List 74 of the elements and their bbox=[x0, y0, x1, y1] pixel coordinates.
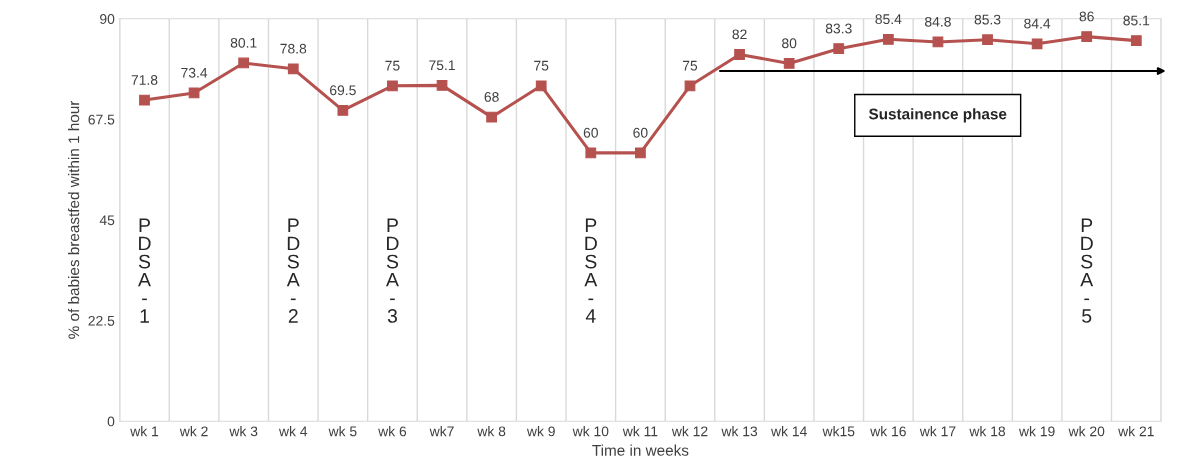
y-tick-label: 22.5 bbox=[88, 315, 115, 326]
x-tick-label: wk 2 bbox=[179, 426, 208, 437]
data-label: 80 bbox=[782, 38, 797, 49]
x-tick-label: wk 11 bbox=[622, 426, 658, 437]
x-tick-label: wk 14 bbox=[771, 426, 807, 437]
point bbox=[882, 33, 894, 45]
data-label: 80.1 bbox=[230, 37, 257, 48]
x-tick-label: wk 19 bbox=[1018, 426, 1055, 437]
point bbox=[1031, 38, 1043, 50]
annotation: Sustainence phase bbox=[868, 108, 1007, 123]
point bbox=[1130, 35, 1142, 47]
data-label: 60 bbox=[583, 127, 598, 138]
x-tick-label: wk 17 bbox=[919, 426, 956, 437]
y-tick-label: 90 bbox=[100, 14, 115, 24]
x-tick-label: wk 3 bbox=[229, 426, 258, 437]
data-label: 68 bbox=[484, 92, 499, 102]
point bbox=[635, 147, 646, 159]
data-label: 75.1 bbox=[429, 60, 455, 71]
data-label: 82 bbox=[732, 29, 747, 40]
x-tick-label: wk7 bbox=[429, 426, 454, 437]
annotation: PDSA-5 bbox=[1080, 218, 1094, 323]
point bbox=[337, 105, 349, 116]
data-label: 60 bbox=[633, 127, 648, 138]
x-tick-label: wk 20 bbox=[1068, 426, 1105, 437]
y-axis-title: % of babies breastfed within 1 hour bbox=[68, 100, 80, 339]
y-tick-label: 67.5 bbox=[88, 114, 115, 125]
data-label: 75 bbox=[682, 60, 698, 71]
data-label: 84.4 bbox=[1024, 18, 1051, 29]
point bbox=[486, 111, 498, 123]
point bbox=[387, 80, 398, 92]
point bbox=[684, 80, 696, 92]
point bbox=[585, 147, 597, 159]
data-label: 78.8 bbox=[280, 43, 307, 54]
data-label: 85.4 bbox=[875, 14, 902, 25]
x-tick-label: wk 10 bbox=[572, 426, 609, 437]
point bbox=[535, 80, 547, 92]
data-label: 85.3 bbox=[974, 14, 1001, 25]
annotation: PDSA-2 bbox=[286, 218, 300, 323]
y-tick-label: 45 bbox=[99, 215, 115, 226]
x-tick-label: wk 18 bbox=[969, 426, 1006, 437]
x-tick-label: wk 16 bbox=[870, 426, 906, 437]
point bbox=[734, 49, 745, 60]
x-tick-label: wk 6 bbox=[378, 426, 407, 437]
data-label: 69.5 bbox=[330, 85, 356, 96]
x-tick-label: wk 12 bbox=[671, 426, 708, 437]
point bbox=[982, 34, 993, 46]
x-axis-title: Time in weeks bbox=[592, 444, 689, 456]
point bbox=[783, 58, 795, 69]
x-tick-label: wk 1 bbox=[130, 426, 159, 437]
point bbox=[238, 57, 250, 69]
x-tick-label: wk15 bbox=[822, 426, 855, 437]
x-tick-label: wk 4 bbox=[278, 426, 308, 437]
x-tick-label: wk 5 bbox=[328, 426, 357, 437]
annotation: PDSA-3 bbox=[386, 218, 399, 323]
data-label: 71.8 bbox=[131, 75, 158, 85]
data-label: 86 bbox=[1079, 11, 1094, 22]
data-label: 84.8 bbox=[925, 16, 951, 27]
point bbox=[1081, 31, 1093, 42]
data-label: 75 bbox=[385, 60, 400, 71]
point bbox=[139, 94, 150, 106]
x-tick-label: wk 8 bbox=[477, 426, 506, 437]
annotation: PDSA-1 bbox=[138, 218, 151, 323]
annotation: PDSA-4 bbox=[584, 218, 598, 323]
data-label: 85.1 bbox=[1123, 15, 1150, 26]
x-tick-label: wk 9 bbox=[526, 426, 555, 437]
data-label: 83.3 bbox=[825, 23, 852, 34]
data-label: 73.4 bbox=[181, 67, 208, 78]
data-label: 75 bbox=[534, 60, 549, 71]
y-tick-label: 0 bbox=[107, 416, 115, 427]
point bbox=[287, 63, 299, 75]
point bbox=[833, 43, 845, 55]
point bbox=[436, 79, 448, 91]
x-tick-label: wk 13 bbox=[721, 426, 758, 437]
x-tick-label: wk 21 bbox=[1118, 426, 1154, 437]
